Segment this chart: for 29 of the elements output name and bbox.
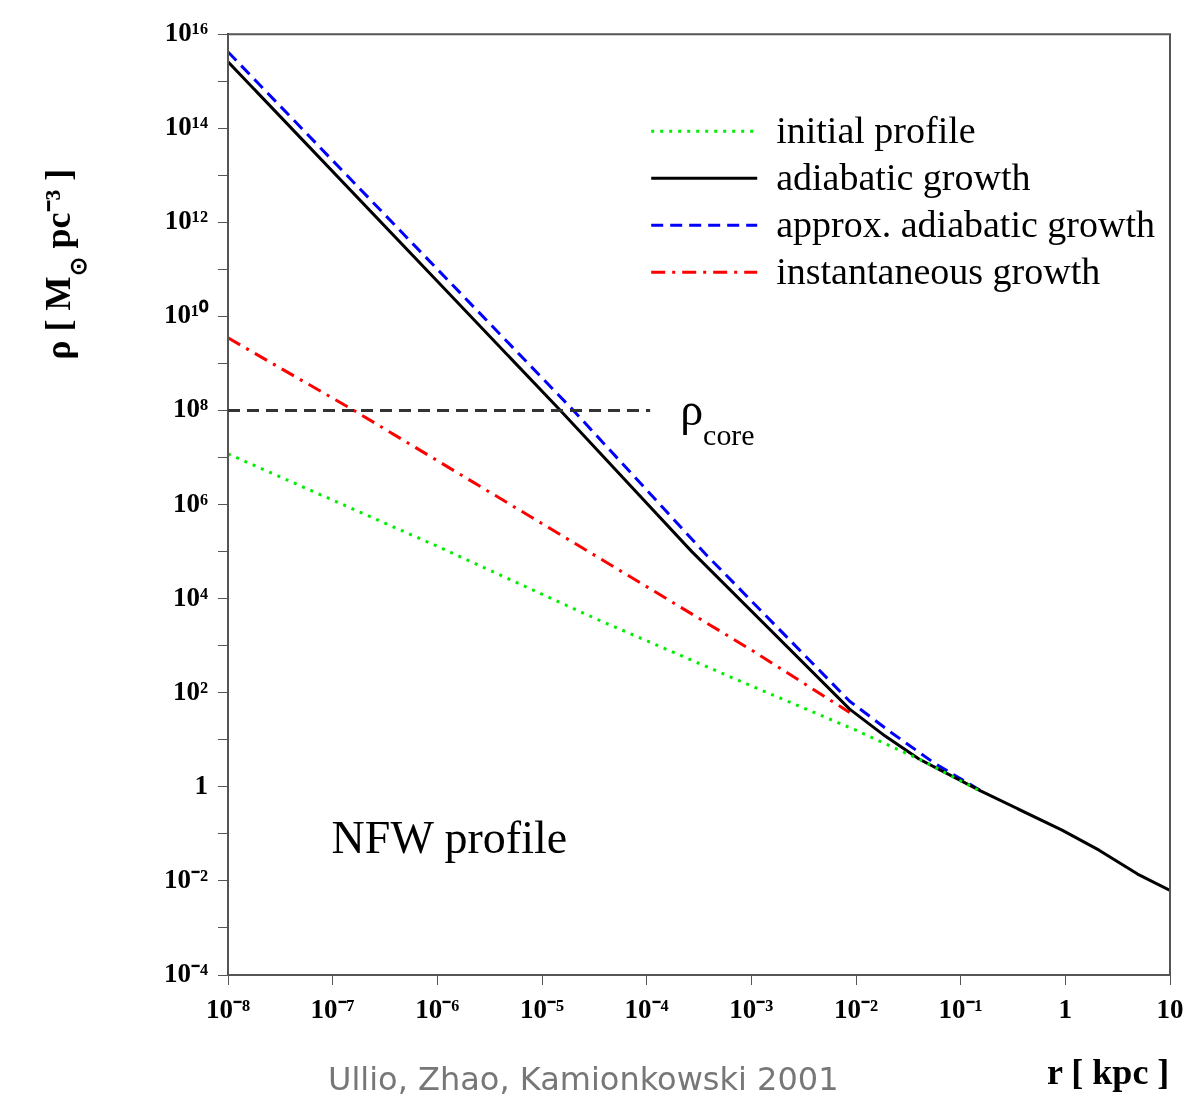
y-tick-label: 10¹⁰ <box>163 299 209 330</box>
y-tick-label: 10¹⁶ <box>164 17 208 48</box>
legend-label: initial profile <box>776 109 976 152</box>
x-tick-label: 10⁻⁴ <box>624 994 669 1025</box>
x-tick-label: 1 <box>1058 994 1073 1025</box>
y-tick-label: 10¹⁴ <box>164 111 208 142</box>
x-tick-label: 10⁻⁸ <box>205 994 251 1025</box>
x-axis-title: r [ kpc ] <box>1047 1052 1170 1092</box>
legend-label: instantaneous growth <box>776 250 1101 293</box>
y-tick-label: 10⁴ <box>172 581 208 612</box>
x-tick-label: 10⁻¹ <box>938 994 983 1025</box>
y-tick-label: 10⁸ <box>172 393 208 424</box>
text: Ullio, Zhao, Kamionkowski 2001 <box>328 1060 839 1098</box>
x-tick-label: 10⁻³ <box>729 994 774 1025</box>
y-tick-label: 10⁻² <box>163 863 208 894</box>
y-tick-label: 1 <box>194 769 208 800</box>
x-tick-label: 10⁻² <box>833 994 879 1025</box>
x-tick-label: 10 <box>1156 994 1184 1025</box>
legend-label: approx. adiabatic growth <box>776 203 1155 246</box>
y-tick-label: 10¹² <box>164 205 208 236</box>
y-tick-label: 10⁶ <box>172 487 208 518</box>
x-tick-label: 10⁻⁵ <box>519 994 565 1025</box>
y-tick-label: 10⁻⁴ <box>163 957 208 988</box>
legend-label: adiabatic growth <box>776 156 1031 199</box>
x-tick-label: 10⁻⁷ <box>310 994 355 1025</box>
y-axis-title: ρ [ M⊙ pc⁻³ ] <box>38 168 92 360</box>
annotation: NFW profile <box>331 812 568 863</box>
x-tick-label: 10⁻⁶ <box>415 994 460 1025</box>
y-tick-label: 10² <box>172 675 208 706</box>
